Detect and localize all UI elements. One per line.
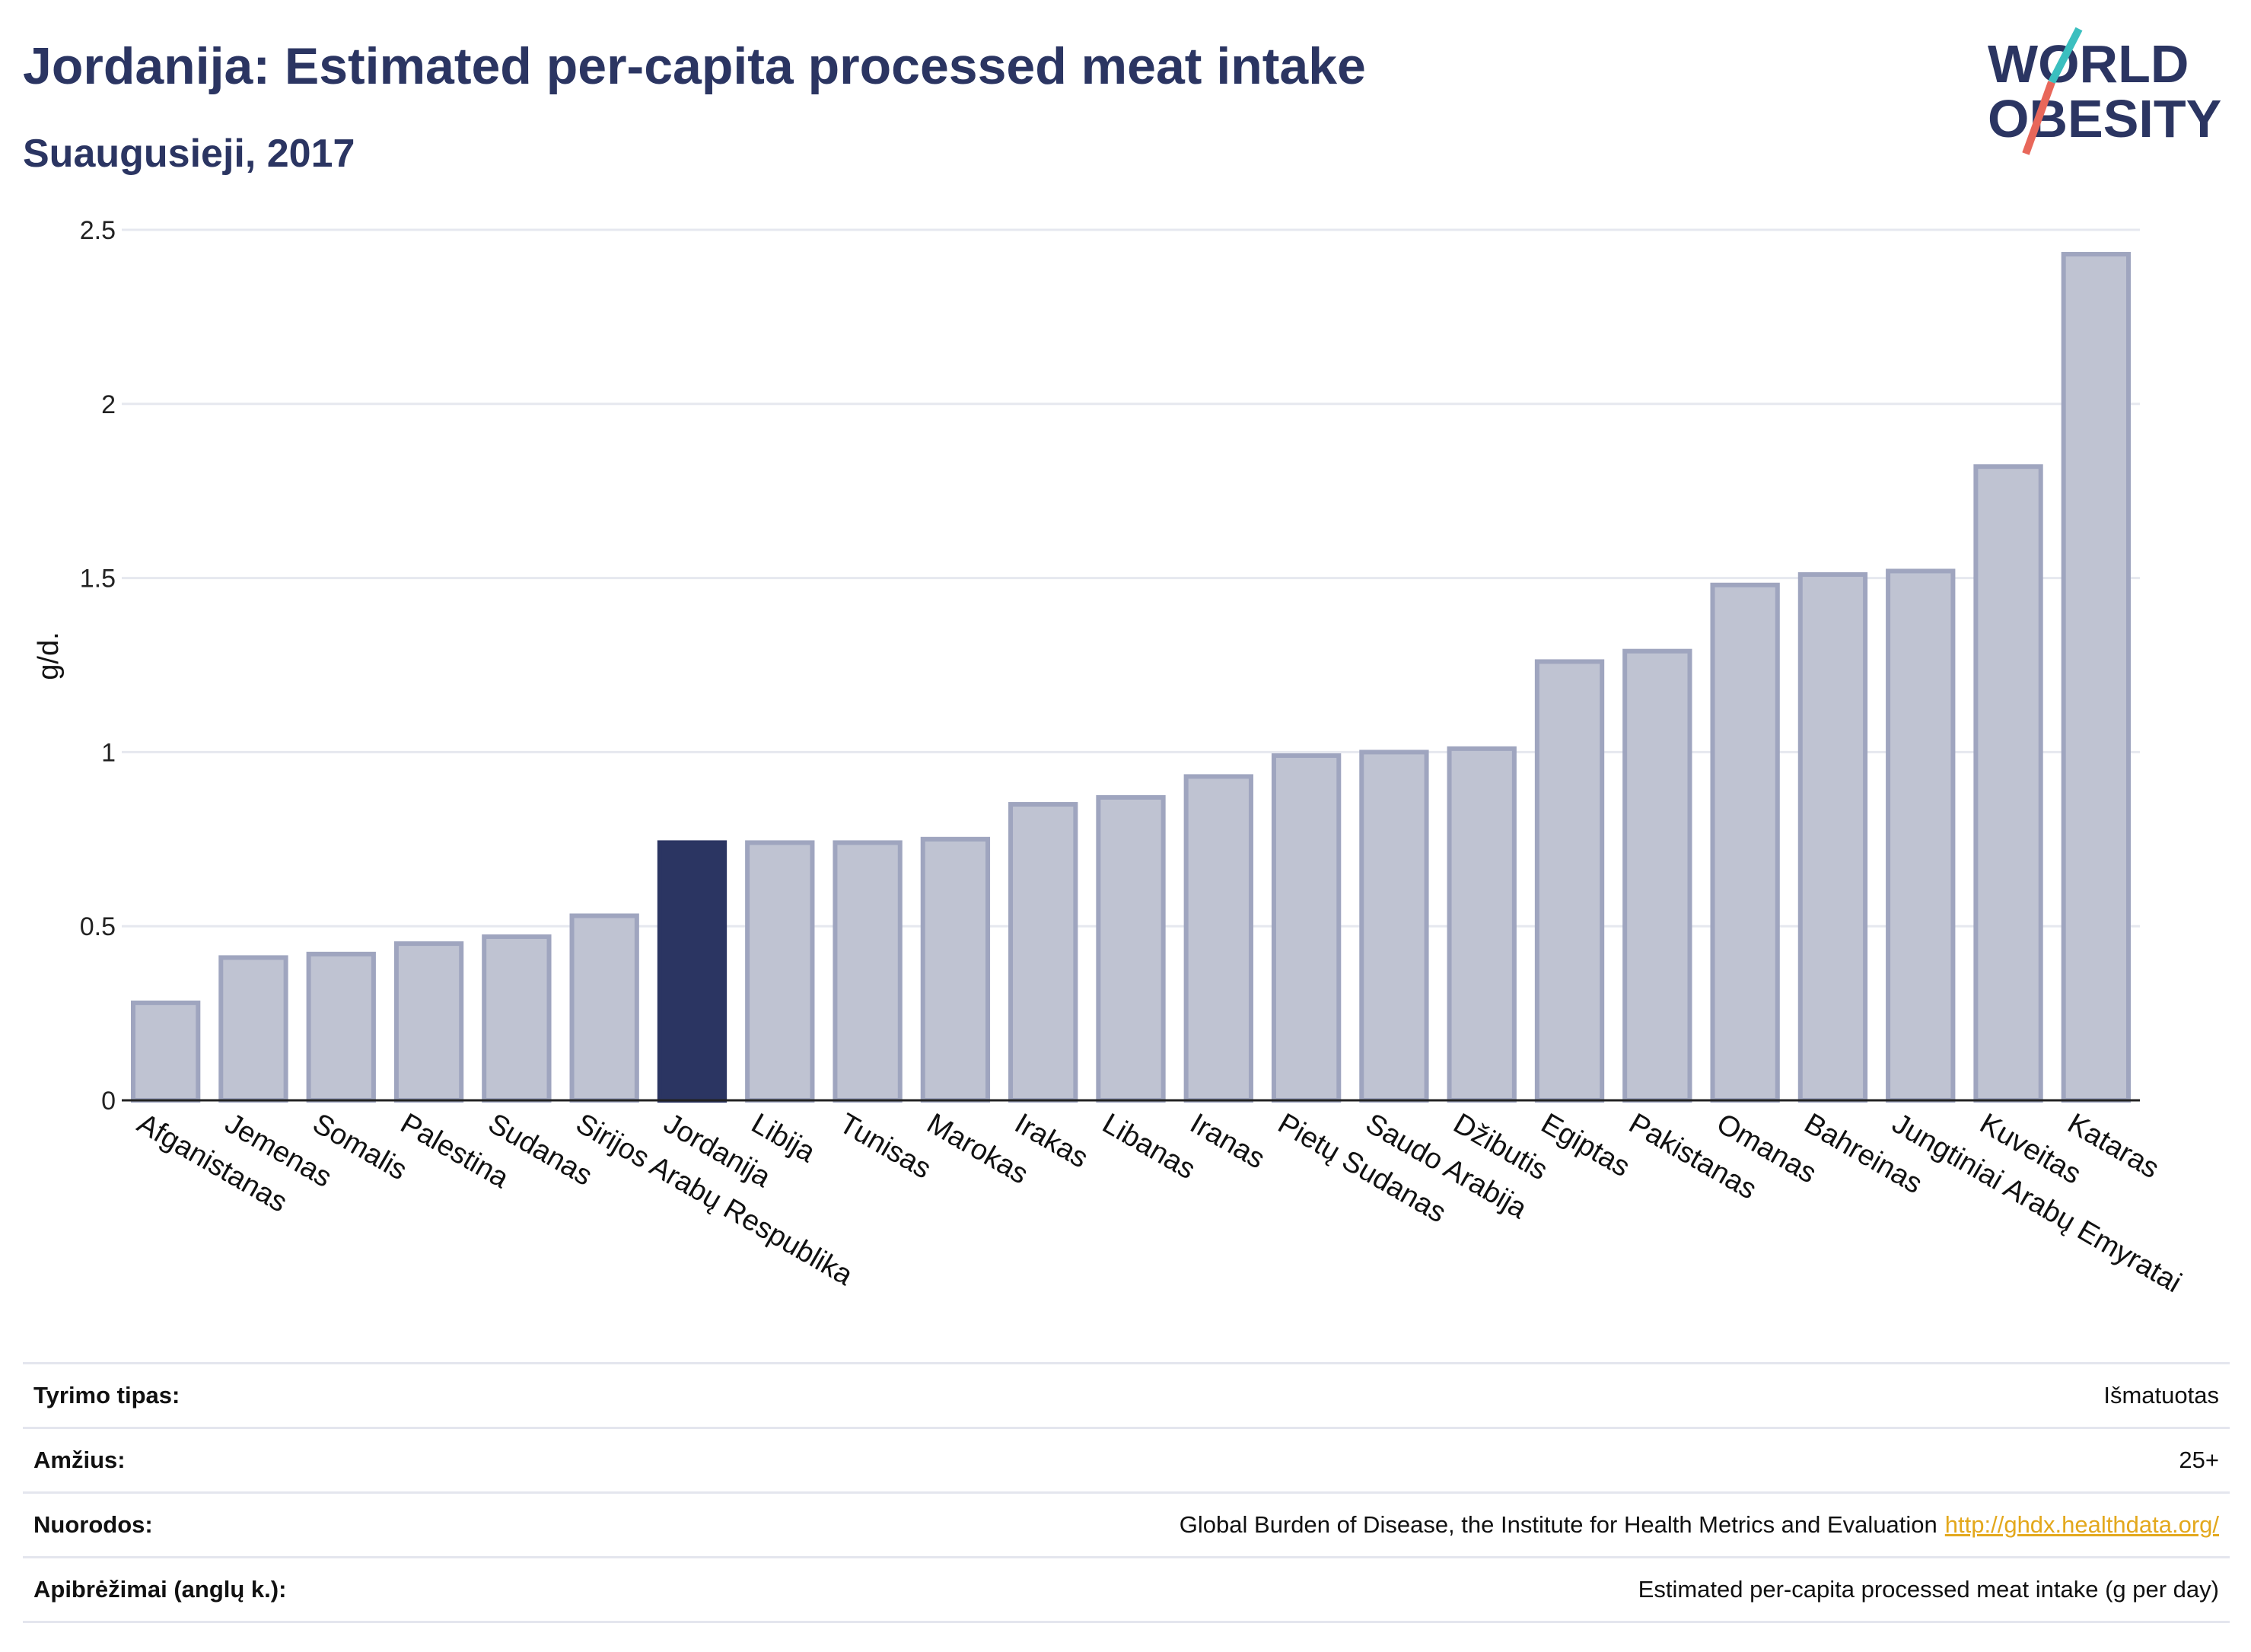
bar[interactable]: [306, 951, 376, 1103]
y-axis-ticks: 0 0.5 1 1.5 2 2.5: [80, 216, 116, 1116]
info-row: Tyrimo tipas: Išmatuotas: [23, 1362, 2230, 1428]
bar[interactable]: [1183, 774, 1253, 1103]
y-tick-label: 1: [101, 738, 116, 767]
bar[interactable]: [393, 941, 464, 1103]
info-label: Nuorodos:: [23, 1491, 476, 1558]
info-table: Tyrimo tipas: Išmatuotas Amžius: 25+ Nuo…: [23, 1362, 2230, 1623]
bar[interactable]: [1710, 582, 1780, 1103]
bar[interactable]: [1359, 750, 1429, 1103]
info-label: Amžius:: [23, 1427, 476, 1493]
info-value: Global Burden of Disease, the Institute …: [476, 1491, 2230, 1558]
bar[interactable]: [1008, 802, 1078, 1103]
y-tick-label: 2.5: [80, 216, 116, 245]
x-tick-label: Tunisas: [834, 1107, 937, 1185]
x-axis-labels: AfganistanasJemenasSomalisPalestinaSudan…: [132, 1107, 2186, 1299]
x-tick-label: Libanas: [1097, 1107, 1201, 1186]
bar-chart: 0 0.5 1 1.5 2 2.5 AfganistanasJemenasSomalisP…: [33, 216, 2186, 1299]
reference-text: Global Burden of Disease, the Institute …: [1179, 1511, 1937, 1538]
bar[interactable]: [130, 1000, 201, 1103]
y-tick-label: 0.5: [80, 912, 116, 941]
bar[interactable]: [569, 913, 639, 1103]
y-tick-label: 1.5: [80, 565, 116, 594]
world-obesity-logo: WORLD OBESITY: [1988, 27, 2221, 155]
bar[interactable]: [2061, 252, 2132, 1103]
info-row: Nuorodos: Global Burden of Disease, the …: [23, 1491, 2230, 1558]
info-value: Išmatuotas: [476, 1362, 2230, 1428]
info-row: Amžius: 25+: [23, 1427, 2230, 1493]
bar[interactable]: [218, 955, 288, 1103]
bar[interactable]: [920, 836, 991, 1103]
bar[interactable]: [1973, 464, 2043, 1103]
bar[interactable]: [1271, 753, 1342, 1103]
info-value: Estimated per-capita processed meat inta…: [476, 1556, 2230, 1623]
y-tick-label: 0: [101, 1087, 116, 1116]
bar[interactable]: [1534, 659, 1605, 1103]
bar[interactable]: [833, 840, 903, 1103]
bar-highlighted[interactable]: [657, 840, 728, 1103]
chart-title: Jordanija: Estimated per-capita processe…: [23, 37, 1366, 95]
logo-line2: OBESITY: [1988, 89, 2221, 148]
bar[interactable]: [1797, 572, 1868, 1103]
reference-link[interactable]: http://ghdx.healthdata.org/: [1944, 1511, 2219, 1538]
y-tick-label: 2: [101, 390, 116, 419]
bars: [130, 252, 2132, 1103]
x-tick-label: Egiptas: [1536, 1107, 1635, 1183]
bar[interactable]: [1886, 568, 1956, 1103]
bar[interactable]: [745, 840, 815, 1103]
logo-slash-top: [2048, 27, 2083, 84]
bar[interactable]: [482, 934, 552, 1103]
info-label: Apibrėžimai (anglų k.):: [23, 1556, 476, 1623]
x-tick-label: Marokas: [922, 1107, 1033, 1190]
chart-subtitle: Suaugusieji, 2017: [23, 132, 355, 176]
x-tick-label: Iranas: [1185, 1107, 1270, 1175]
bar[interactable]: [1096, 794, 1166, 1103]
bar[interactable]: [1622, 648, 1692, 1103]
y-axis-label: g/d.: [33, 632, 65, 680]
logo-line1: WORLD: [1988, 34, 2189, 94]
info-label: Tyrimo tipas:: [23, 1362, 476, 1428]
bar[interactable]: [1447, 746, 1517, 1103]
info-row: Apibrėžimai (anglų k.): Estimated per-ca…: [23, 1556, 2230, 1623]
info-value: 25+: [476, 1427, 2230, 1493]
logo-slash-bottom: [2022, 81, 2055, 155]
